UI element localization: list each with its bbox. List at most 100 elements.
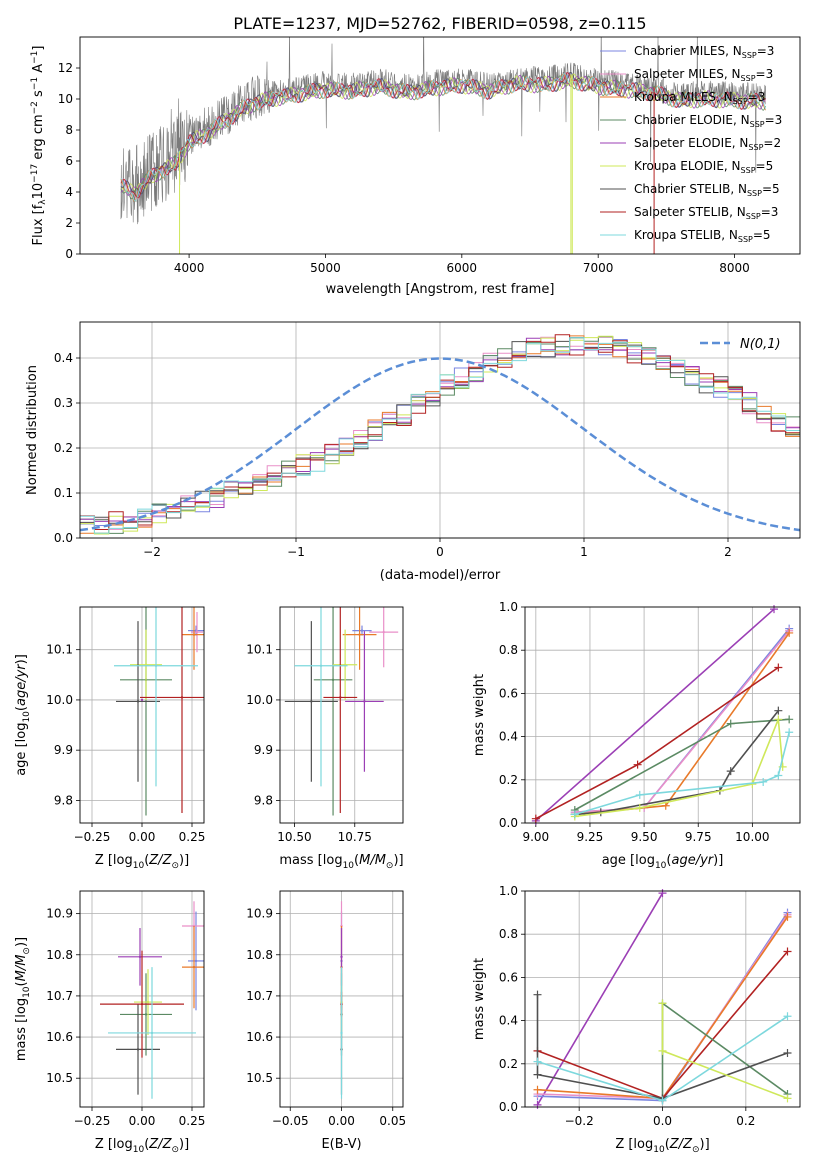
label-part: age/yr: [14, 663, 29, 706]
y-tick-label: 0.6: [499, 686, 518, 700]
y-axis-label: mass weight: [472, 958, 487, 1040]
x-tick-label: 10.75: [338, 830, 372, 844]
x-axis-label: age [log10(age/yr)]: [602, 853, 724, 871]
y-tick-label: 10.6: [246, 1030, 273, 1044]
y-tick-label: 0.4: [499, 730, 518, 744]
x-axis-label: Z [log10(Z/Z⊙)]: [95, 853, 189, 871]
series-marker-kroupa_elodie: [658, 1046, 667, 1055]
x-tick-label: 0.2: [736, 1114, 755, 1128]
legend-label-sub: SSP: [741, 74, 756, 83]
legend-label-sub: SSP: [738, 235, 753, 244]
legend-label-main: Chabrier ELODIE, N: [634, 113, 750, 127]
y-tick-label: 9.8: [254, 793, 273, 807]
label-tail: (: [354, 853, 359, 868]
y-tick-label: 0.4: [54, 351, 73, 365]
data-point-chabrier_elodie: [331, 678, 335, 682]
axes-frame: [79, 321, 801, 539]
series-marker-chabrier_stelib: [726, 767, 735, 776]
axes-frame: [279, 606, 404, 824]
data-point-kroupa_stelib: [154, 664, 158, 667]
legend-label-sub: SSP: [747, 189, 762, 198]
y-tick-label: 10.1: [246, 643, 273, 657]
y-tick-label: 9.8: [54, 793, 73, 807]
legend-label-main: Kroupa ELODIE, N: [634, 159, 741, 173]
y-tick-label: 10.9: [46, 907, 73, 921]
panel-massweight-vs-Z: −0.2 0.0 0.2 0.0 0.2 0.4 0.6 0.8 1.0 Z [log10(Z/Z…: [472, 884, 801, 1155]
data-point-salpeter_stelib: [140, 1002, 144, 1006]
x-tick-label: 4000: [174, 261, 205, 275]
y-tick-label: 8: [65, 123, 73, 137]
data-point-kroupa_miles: [358, 633, 361, 636]
panel-age-vs-Z: −0.25 0.00 0.25 9.8 9.9 10.0 10.1 Z [log10(Z/Z⊙…: [14, 606, 205, 871]
legend-label-normal: N(0,1): [740, 337, 781, 352]
data-point-kroupa_stelib: [150, 1031, 154, 1035]
panel-mass-vs-Z: −0.25 0.00 0.25 10.5 10.6 10.7 10.8 10.9 Z [log1…: [14, 890, 206, 1155]
series-marker-salpeter_stelib: [633, 760, 642, 769]
series-marker-chabrier_stelib: [783, 1049, 792, 1057]
normal-distribution-curve: [80, 357, 800, 532]
label-part: λ: [38, 199, 48, 205]
legend-label: Kroupa MILES, NSSP=3: [634, 90, 765, 106]
series-marker-chabrier_elodie: [785, 715, 794, 724]
panel-residual-histogram: −2 −1 0 1 2 0.0 0.1 0.2 0.3 0.4 N(0,1) (data-model)…: [25, 321, 801, 583]
histogram-step-chabrier_miles: [80, 339, 800, 538]
y-tick-label: 0.3: [54, 396, 73, 410]
y-tick-label: 0.2: [499, 1057, 518, 1071]
series-line-kroupa_elodie: [574, 719, 784, 818]
x-axis-label: mass [log10(M/M⊙)]: [279, 853, 403, 871]
label-tail: )]: [700, 1137, 710, 1152]
label-part: s: [31, 90, 46, 101]
x-tick-label: 9.50: [631, 830, 658, 844]
legend-label-tail: =5: [762, 182, 780, 196]
label-part: 10: [31, 183, 46, 200]
x-tick-label: −0.25: [74, 1114, 111, 1128]
histogram-step-salpeter_elodie: [80, 337, 800, 538]
y-tick-label: 10.9: [246, 907, 273, 921]
x-tick-label: −0.05: [272, 1114, 309, 1128]
x-tick-label: 0.25: [179, 1114, 206, 1128]
series-marker-kroupa_elodie: [658, 999, 667, 1008]
label-italic: age/yr: [671, 853, 714, 868]
series-marker-kroupa_stelib: [774, 771, 783, 780]
y-tick-label: 0: [65, 247, 73, 261]
y-tick-label: 0.2: [54, 441, 73, 455]
series-marker-kroupa_stelib: [658, 1096, 667, 1105]
data-point-chabrier_miles: [194, 959, 198, 963]
x-axis-label: Z [log10(Z/Z⊙)]: [615, 1137, 709, 1155]
x-tick-label: −1: [287, 545, 305, 559]
data-point-chabrier_elodie: [144, 1013, 148, 1016]
panel-spectrum: 4000 5000 6000 7000 8000 0 2 4 6 8 10 12 Chabrier MI…: [30, 36, 801, 297]
label-subscript: ⊙: [171, 861, 179, 871]
panel-mass-vs-ebv: −0.05 0.00 0.05 10.5 10.6 10.7 10.8 10.9 E(B-V): [246, 890, 406, 1152]
label-part: )]: [14, 937, 29, 947]
series-line-chabrier_elodie: [661, 1001, 788, 1101]
legend-label-tail: =3: [761, 205, 779, 219]
label-tail: (: [665, 1137, 670, 1152]
y-tick-label: 10.5: [46, 1071, 73, 1085]
x-tick-label: 10.00: [735, 830, 769, 844]
label-italic: M/M: [359, 853, 386, 868]
y-tick-label: 10.0: [46, 693, 73, 707]
y-tick-label: 2: [65, 216, 73, 230]
legend-label-tail: =3: [748, 90, 766, 104]
y-tick-label: 10.5: [246, 1071, 273, 1085]
series-line-salpeter_stelib: [535, 666, 779, 820]
series-line-salpeter_elodie: [535, 608, 775, 822]
x-tick-label: 2: [724, 545, 732, 559]
legend-label-tail: =3: [765, 113, 783, 127]
data-point-salpeter_stelib: [339, 696, 342, 699]
y-tick-label: 9.9: [54, 743, 73, 757]
label-italic: Z/Z: [669, 1137, 693, 1152]
observed-spectrum-line: [120, 37, 766, 225]
label-italic: Z/Z: [148, 1137, 172, 1152]
y-tick-label: 10: [58, 92, 73, 106]
axes-frame: [524, 606, 801, 824]
y-tick-label: 10.1: [46, 643, 73, 657]
series-marker-kroupa_stelib: [785, 728, 794, 737]
data-point-salpeter_miles: [195, 630, 199, 634]
series-marker-chabrier_stelib: [774, 706, 783, 715]
label-subscript: ⊙: [171, 1145, 179, 1155]
x-tick-label: 10.50: [277, 830, 311, 844]
data-point-chabrier_miles: [360, 629, 364, 632]
y-axis-label: mass weight: [472, 674, 487, 756]
